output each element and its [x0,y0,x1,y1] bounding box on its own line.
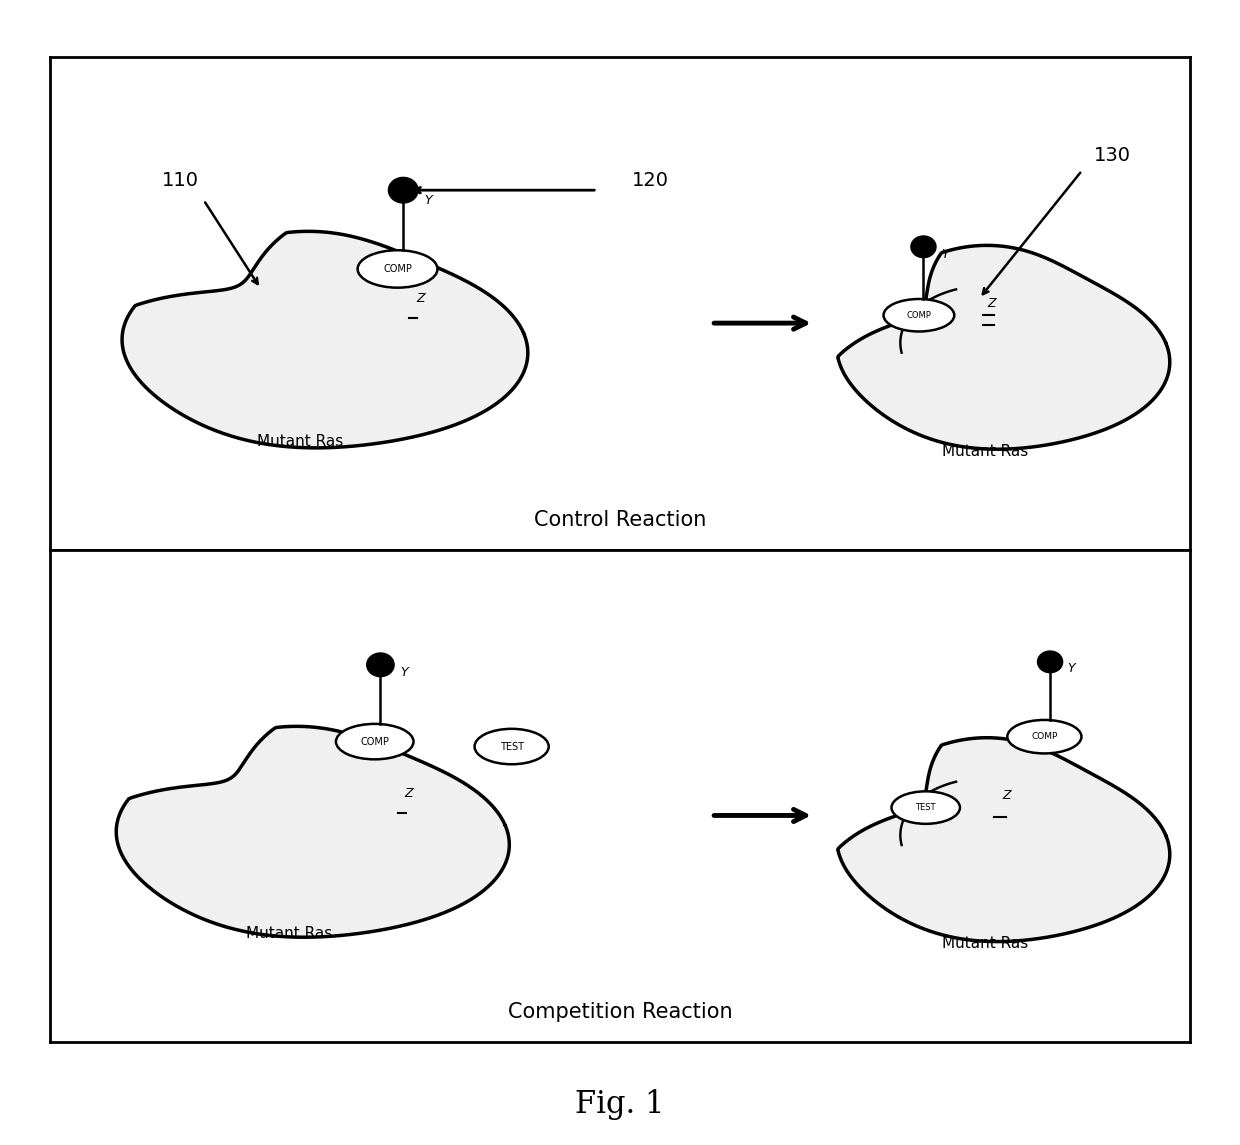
Text: Mutant Ras: Mutant Ras [258,434,343,449]
Circle shape [911,236,936,258]
Text: Control Reaction: Control Reaction [533,510,707,530]
Ellipse shape [1007,720,1081,753]
Text: Z: Z [987,297,996,310]
Text: Z: Z [417,292,424,305]
Text: Y: Y [1068,662,1075,676]
Polygon shape [117,726,510,938]
Text: COMP: COMP [1032,732,1058,741]
Text: Competition Reaction: Competition Reaction [507,1002,733,1022]
Text: Mutant Ras: Mutant Ras [942,935,1028,951]
Circle shape [367,653,394,677]
Polygon shape [122,231,528,448]
Text: 120: 120 [631,171,668,190]
Text: Y: Y [941,248,950,261]
Text: COMP: COMP [906,310,931,319]
Text: Z: Z [1002,789,1011,803]
Circle shape [388,177,418,203]
Text: 110: 110 [162,171,200,190]
Polygon shape [838,245,1169,449]
Text: COMP: COMP [361,736,389,747]
Ellipse shape [357,251,438,287]
Polygon shape [838,737,1169,941]
Text: Z: Z [404,788,413,800]
Ellipse shape [892,791,960,824]
Text: COMP: COMP [383,264,412,274]
Ellipse shape [475,729,549,764]
Text: 130: 130 [1094,147,1131,165]
Text: Mutant Ras: Mutant Ras [246,926,332,941]
Text: Fig. 1: Fig. 1 [575,1089,665,1121]
Text: Y: Y [399,666,408,679]
Text: Mutant Ras: Mutant Ras [942,443,1028,459]
Ellipse shape [884,299,955,332]
Text: TEST: TEST [500,742,523,751]
Text: TEST: TEST [915,803,936,812]
Ellipse shape [336,724,413,759]
Text: Y: Y [424,194,432,206]
Circle shape [1038,652,1063,672]
